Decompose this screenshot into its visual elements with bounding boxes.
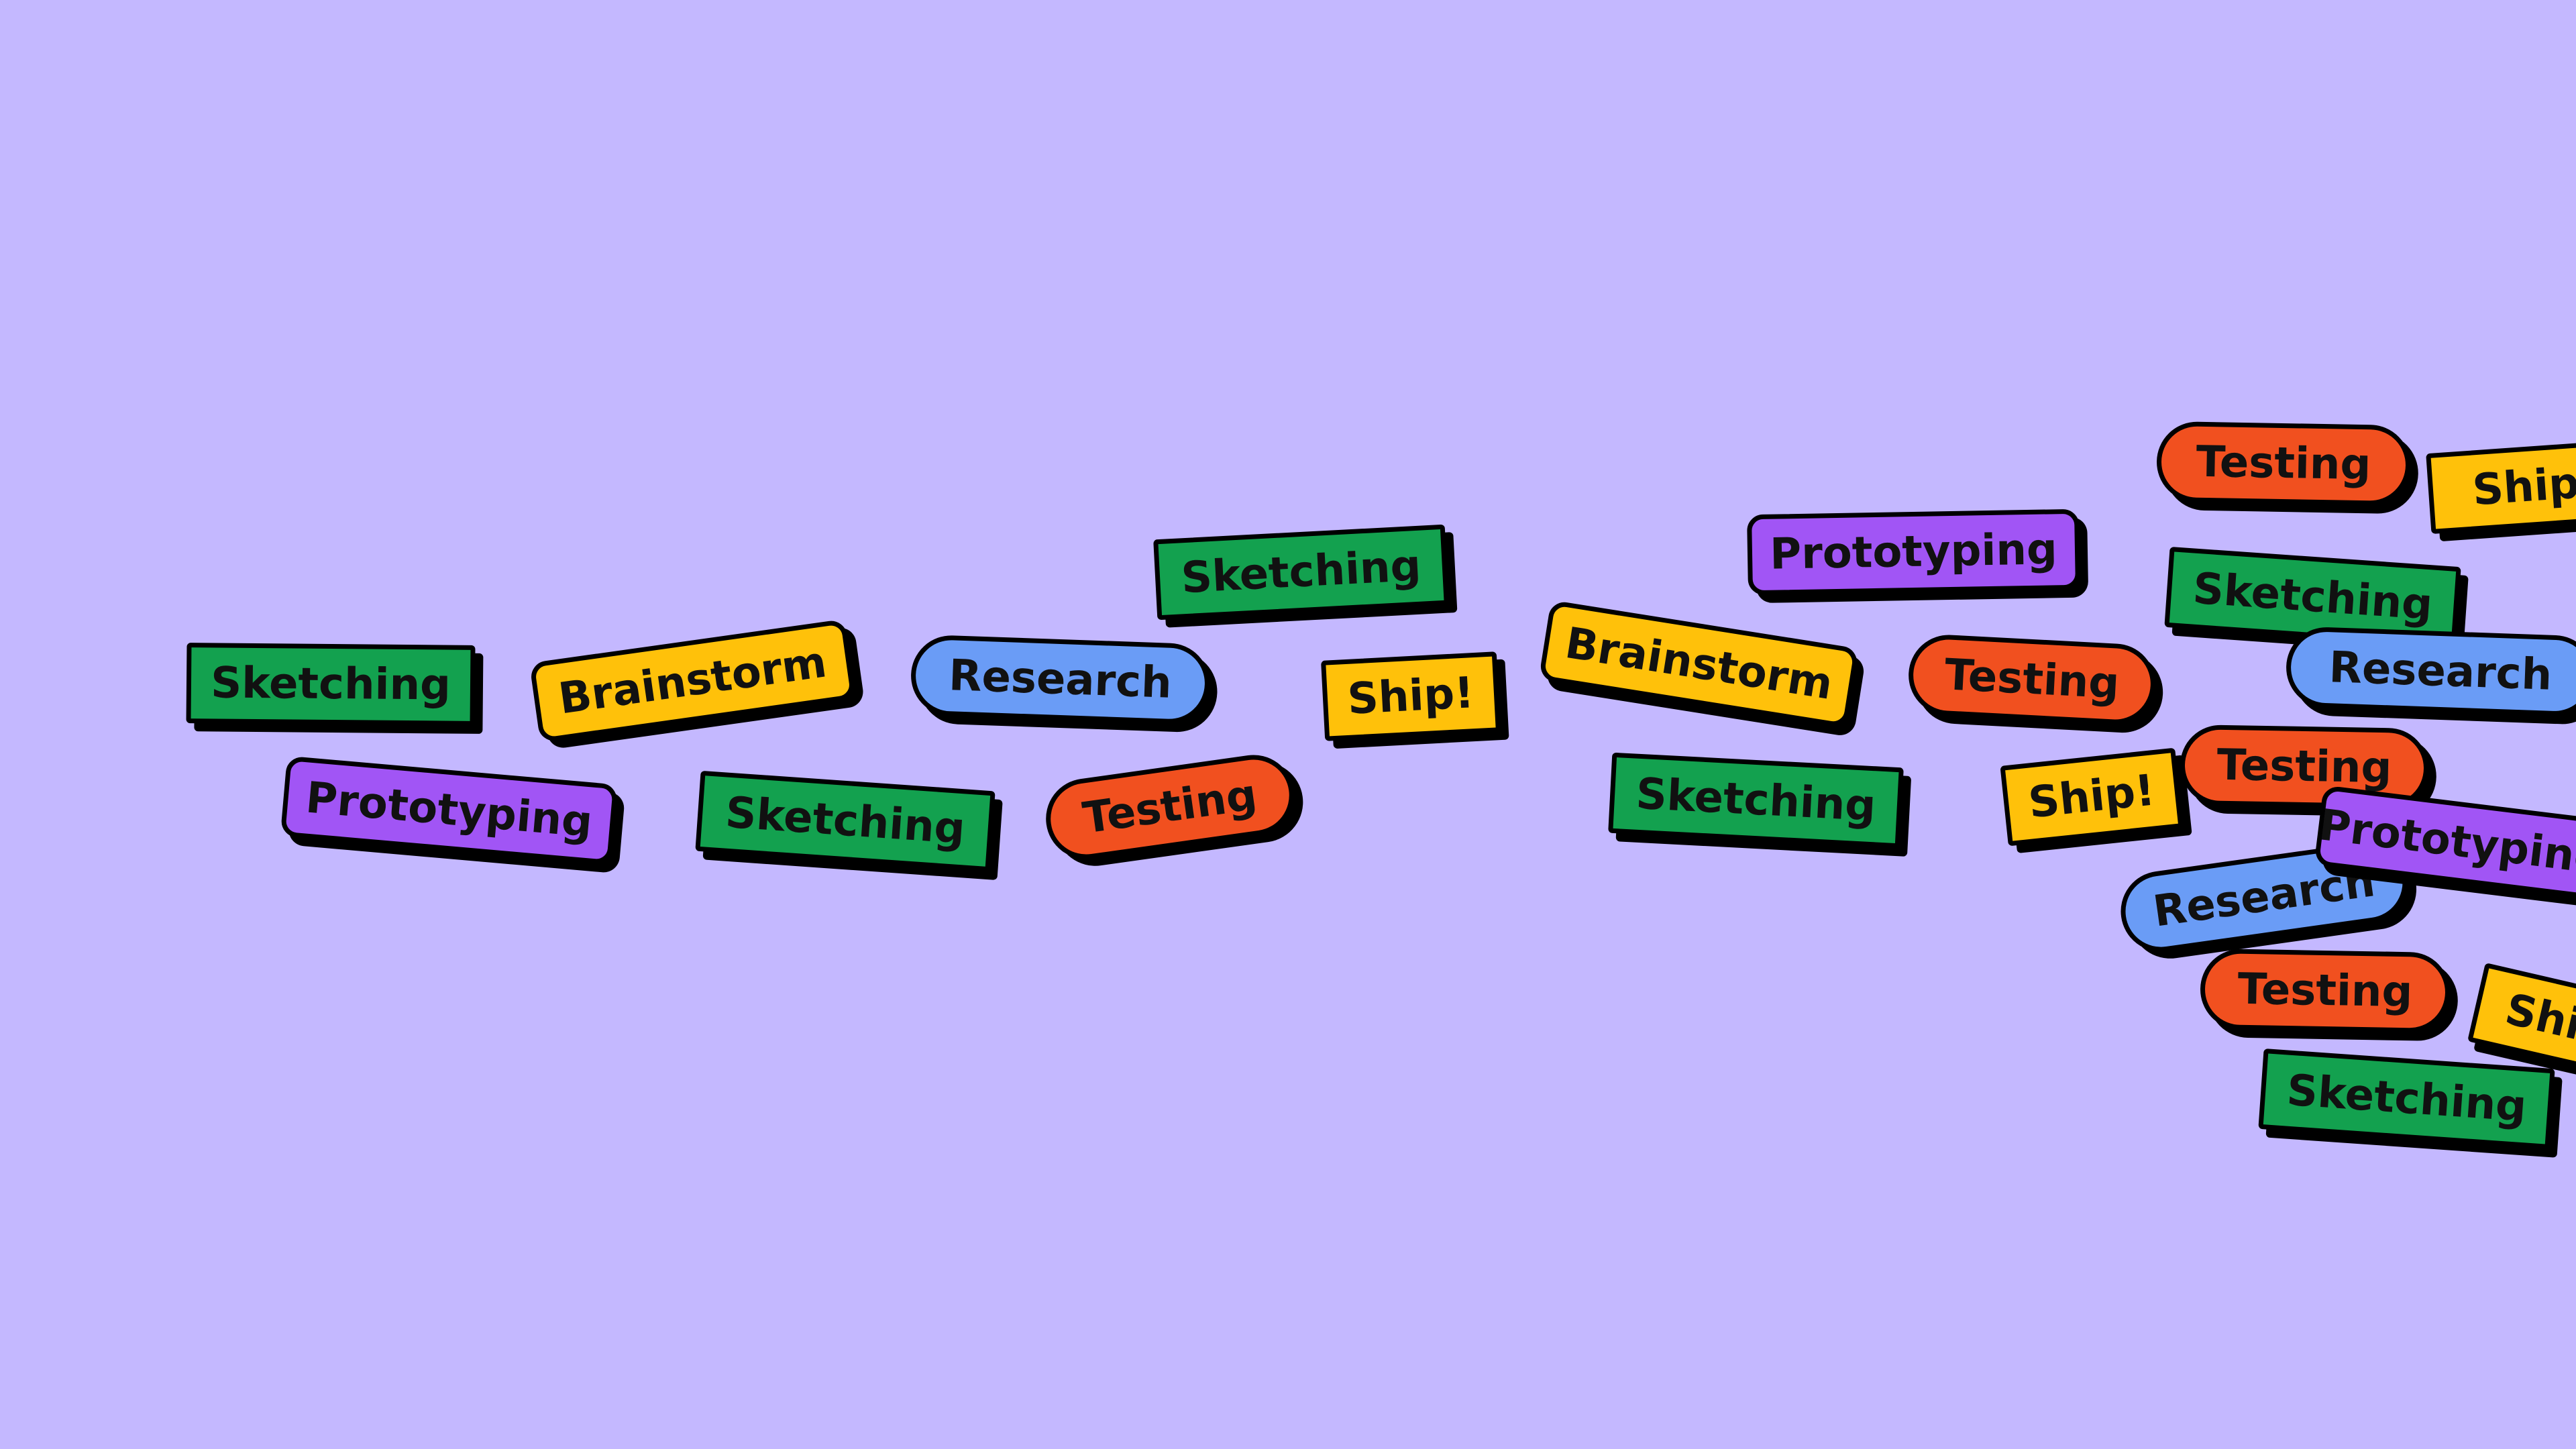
tag-brainstorm: Brainstorm: [1538, 600, 1860, 729]
tag-sketching: Sketching: [2258, 1048, 2555, 1150]
tag-sketching: Sketching: [1153, 524, 1449, 621]
tag-sketching: Sketching: [695, 770, 996, 872]
tag-testing: Testing: [1040, 749, 1299, 865]
tag-prototyping: Prototyping: [280, 755, 619, 865]
tag-sketching: Sketching: [1608, 752, 1904, 849]
tag-sketching: Sketching: [186, 643, 476, 726]
tag-ship: Ship!: [1321, 651, 1501, 741]
tag-brainstorm: Brainstorm: [529, 619, 857, 743]
tag-prototyping: Prototyping: [1746, 508, 2081, 596]
tag-testing: Testing: [1907, 633, 2157, 727]
tag-ship: Ship!: [2000, 747, 2184, 847]
tag-research: Research: [910, 634, 1211, 725]
tag-research: Research: [2285, 626, 2576, 717]
tag-testing: Testing: [2155, 421, 2412, 506]
tag-testing: Testing: [2199, 948, 2451, 1034]
tag-ship: Ship!: [2426, 438, 2576, 535]
